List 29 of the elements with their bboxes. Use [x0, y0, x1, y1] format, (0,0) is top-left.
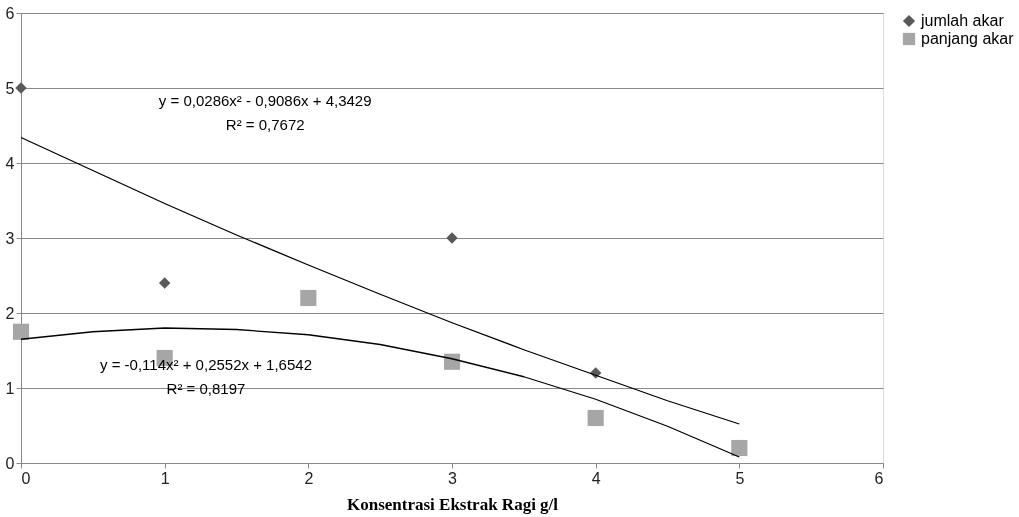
- x-tick-label: 3: [448, 469, 458, 487]
- x-tick-label: 4: [591, 469, 601, 487]
- point: [731, 439, 748, 457]
- y-tick-label: 1: [5, 379, 15, 397]
- x-tick-label: 2: [304, 469, 314, 487]
- point: [158, 277, 171, 289]
- annotation: y = 0,0286x² - 0,9086x + 4,3429: [158, 92, 372, 109]
- point: [15, 82, 27, 94]
- point: [12, 323, 30, 340]
- legend-label: panjang akar: [921, 30, 1015, 47]
- y-tick-label: 0: [5, 454, 15, 472]
- y-tick-label: 6: [5, 4, 15, 22]
- point: [446, 232, 458, 244]
- x-axis-title: Konsentrasi Ekstrak Ragi g/l: [346, 494, 559, 514]
- x-tick-label: 0: [21, 469, 31, 487]
- y-tick-label: 2: [5, 304, 15, 322]
- x-tick-label: 6: [874, 469, 884, 487]
- point: [587, 409, 604, 427]
- y-tick-label: 5: [5, 79, 15, 97]
- x-tick-label: 1: [160, 469, 170, 487]
- x-tick-label: 5: [735, 469, 745, 487]
- line-series: [20, 136, 740, 425]
- y-tick-label: 3: [5, 229, 15, 247]
- point: [300, 289, 317, 307]
- y-tick-label: 4: [5, 154, 15, 172]
- annotation: y = -0,114x² + 0,2552x + 1,6542: [100, 356, 312, 373]
- legend-label: jumlah akar: [920, 12, 1005, 29]
- annotation: R² = 0,8197: [166, 380, 246, 398]
- annotation: R² = 0,7672: [225, 116, 305, 134]
